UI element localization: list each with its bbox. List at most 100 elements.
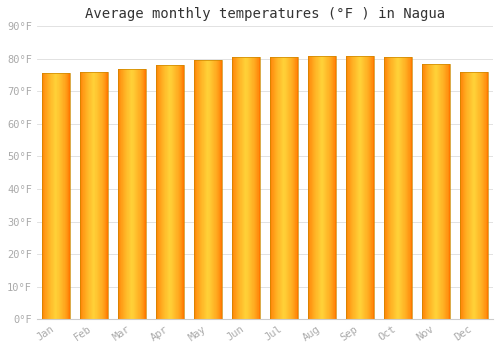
Bar (321, 56, 322, 319)
Bar (273, 57, 274, 319)
Bar (180, 65, 181, 319)
Bar (69, 74, 70, 319)
Bar (244, 57, 245, 319)
Bar (156, 65, 184, 319)
Bar (142, 69, 143, 319)
Bar (100, 72, 101, 319)
Bar (96, 72, 97, 319)
Bar (47, 74, 48, 319)
Bar (355, 56, 356, 319)
Bar (330, 56, 332, 319)
Bar (462, 72, 463, 319)
Bar (486, 72, 487, 319)
Bar (58, 74, 59, 319)
Bar (315, 56, 316, 319)
Bar (294, 57, 295, 319)
Bar (352, 56, 353, 319)
Bar (384, 57, 411, 319)
Bar (430, 64, 431, 319)
Bar (388, 57, 389, 319)
Bar (89, 72, 90, 319)
Bar (316, 56, 317, 319)
Bar (409, 57, 410, 319)
Bar (103, 72, 104, 319)
Bar (182, 65, 183, 319)
Bar (252, 57, 253, 319)
Bar (332, 56, 333, 319)
Bar (57, 74, 58, 319)
Bar (478, 72, 479, 319)
Bar (167, 65, 168, 319)
Bar (349, 56, 350, 319)
Bar (84, 72, 85, 319)
Bar (210, 61, 211, 319)
Bar (63, 74, 64, 319)
Bar (314, 56, 315, 319)
Bar (289, 57, 290, 319)
Bar (288, 57, 289, 319)
Bar (62, 74, 63, 319)
Bar (372, 56, 373, 319)
Bar (218, 61, 219, 319)
Bar (259, 57, 260, 319)
Bar (468, 72, 469, 319)
Bar (239, 57, 240, 319)
Bar (328, 56, 329, 319)
Bar (144, 69, 145, 319)
Bar (296, 57, 297, 319)
Bar (480, 72, 481, 319)
Bar (322, 56, 323, 319)
Bar (438, 64, 439, 319)
Bar (313, 56, 314, 319)
Bar (95, 72, 96, 319)
Bar (408, 57, 409, 319)
Bar (333, 56, 334, 319)
Bar (250, 57, 251, 319)
Bar (461, 72, 462, 319)
Bar (160, 65, 161, 319)
Bar (460, 72, 461, 319)
Bar (194, 61, 195, 319)
Bar (426, 64, 428, 319)
Bar (183, 65, 184, 319)
Bar (354, 56, 355, 319)
Bar (399, 57, 400, 319)
Bar (368, 56, 370, 319)
Bar (371, 56, 372, 319)
Bar (392, 57, 393, 319)
Bar (67, 74, 68, 319)
Bar (385, 57, 386, 319)
Bar (177, 65, 178, 319)
Bar (162, 65, 163, 319)
Bar (214, 61, 215, 319)
Bar (444, 64, 445, 319)
Bar (310, 56, 311, 319)
Bar (370, 56, 371, 319)
Bar (42, 74, 43, 319)
Bar (80, 72, 81, 319)
Bar (248, 57, 249, 319)
Bar (104, 72, 105, 319)
Bar (436, 64, 437, 319)
Bar (389, 57, 390, 319)
Bar (475, 72, 476, 319)
Bar (221, 61, 222, 319)
Bar (126, 69, 127, 319)
Bar (43, 74, 44, 319)
Bar (323, 56, 324, 319)
Bar (201, 61, 202, 319)
Bar (293, 57, 294, 319)
Bar (472, 72, 473, 319)
Bar (308, 56, 336, 319)
Bar (285, 57, 286, 319)
Bar (390, 57, 391, 319)
Bar (325, 56, 326, 319)
Bar (411, 57, 412, 319)
Bar (174, 65, 175, 319)
Bar (198, 61, 199, 319)
Title: Average monthly temperatures (°F ) in Nagua: Average monthly temperatures (°F ) in Na… (85, 7, 445, 21)
Bar (205, 61, 206, 319)
Bar (105, 72, 106, 319)
Bar (199, 61, 200, 319)
Bar (46, 74, 47, 319)
